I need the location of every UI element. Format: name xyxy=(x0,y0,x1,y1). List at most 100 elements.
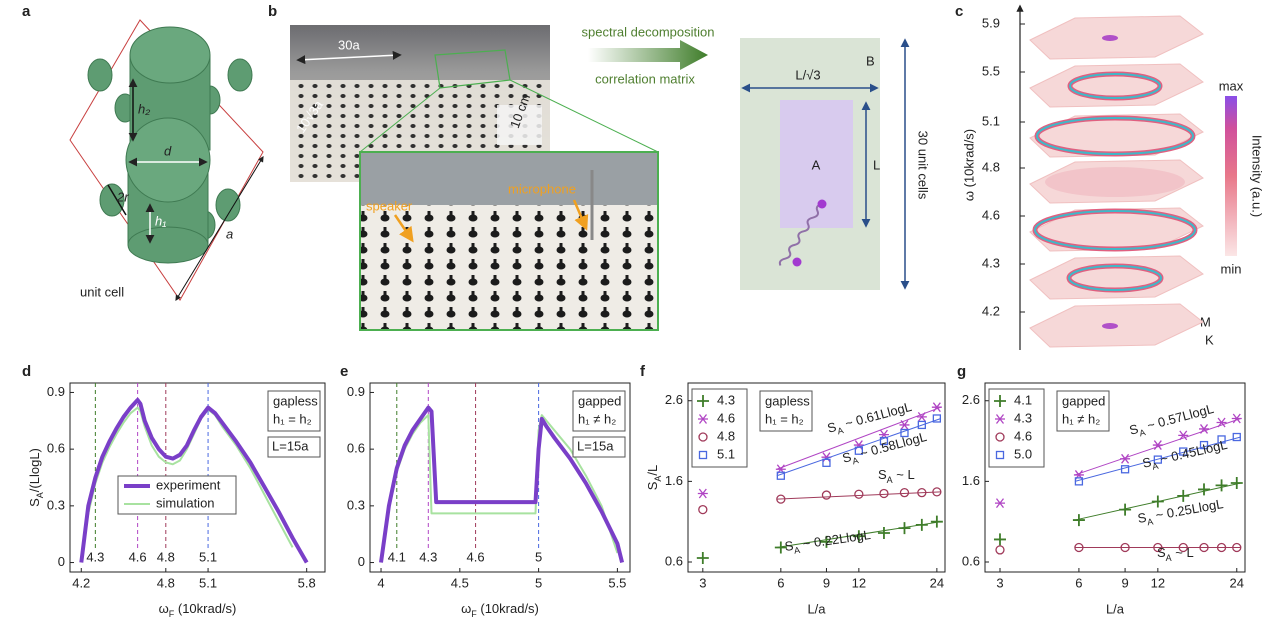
legend-swatch xyxy=(697,395,709,407)
photo-label: speaker xyxy=(366,198,413,213)
point xyxy=(699,506,707,514)
region-label: L/√3 xyxy=(795,67,820,82)
inset-array xyxy=(361,205,657,329)
text-part: ω xyxy=(159,601,169,616)
legend-label: simulation xyxy=(156,495,215,510)
y-tick-label: 0.9 xyxy=(347,384,365,399)
x-tick-label: 3 xyxy=(996,575,1003,590)
y-tick-label: 1.6 xyxy=(665,473,683,488)
annotation: gapless xyxy=(273,393,318,408)
legend-label: 4.1 xyxy=(1014,392,1032,407)
panel-label: b xyxy=(268,3,277,20)
y-tick-label: 0.6 xyxy=(665,553,683,568)
fit-label: SA ~ 0.57LlogL xyxy=(1128,401,1216,441)
peak xyxy=(1102,35,1118,41)
dim-label: a xyxy=(226,226,233,241)
x-tick-label: 5.1 xyxy=(199,575,217,590)
point xyxy=(1217,418,1227,427)
point xyxy=(1232,414,1242,423)
text-part: ~ L xyxy=(893,467,915,482)
legend-label: 4.3 xyxy=(717,392,735,407)
photo-label: microphone xyxy=(508,181,576,196)
panel-a: a h₂ d 2r h₁ a unit cell xyxy=(22,3,263,300)
legend-swatch xyxy=(698,415,708,424)
x-axis-label: ωF (10krad/s) xyxy=(159,601,237,619)
panel-label: f xyxy=(640,363,646,380)
annotation: gapped xyxy=(578,393,621,408)
y-axis-label: SA/(LlogL) xyxy=(27,448,45,507)
y-tick-label: 0.6 xyxy=(347,441,365,456)
point xyxy=(822,491,830,499)
panel-label: a xyxy=(22,3,31,20)
point xyxy=(916,519,928,531)
process-label: correlation matrix xyxy=(595,71,695,86)
x-tick-label: 4.2 xyxy=(72,575,90,590)
x-tick-label: 4.5 xyxy=(451,575,469,590)
text-part: (10krad/s) xyxy=(174,601,236,616)
point xyxy=(1198,483,1210,495)
text-part: /L xyxy=(645,465,660,476)
point xyxy=(1152,496,1164,508)
x-axis-label: L/a xyxy=(1106,601,1125,616)
point xyxy=(931,516,943,528)
panel-label: e xyxy=(340,363,348,380)
peak xyxy=(1102,323,1118,329)
fit-label: SA ~ L xyxy=(878,467,915,485)
fit-label: SA ~ L xyxy=(1157,545,1194,563)
tick-label: 4.3 xyxy=(982,255,1000,270)
panel-c: c ω (10krad/s) max min Intensity (a.u.) … xyxy=(955,3,1265,350)
legend-label: 4.8 xyxy=(717,428,735,443)
x-tick-label: 12 xyxy=(852,575,866,590)
dim-label: d xyxy=(164,143,172,158)
y-tick-label: 0.6 xyxy=(962,553,980,568)
annotation: gapless xyxy=(765,393,810,408)
map-layer xyxy=(1030,64,1203,107)
x-tick-label: 5 xyxy=(535,575,542,590)
legend-label: 4.6 xyxy=(1014,428,1032,443)
legend-swatch xyxy=(699,433,707,441)
annotation: h₁ = h₂ xyxy=(765,411,804,426)
y-tick-label: 0 xyxy=(358,554,365,569)
x-tick-label: 5.8 xyxy=(298,575,316,590)
tick-label: 5.9 xyxy=(982,15,1000,30)
point xyxy=(1120,454,1130,463)
text-part: S xyxy=(1157,545,1166,560)
tick-label: 4.8 xyxy=(982,159,1000,174)
marker-label: 4.3 xyxy=(86,549,104,564)
x-tick-label: 12 xyxy=(1151,575,1165,590)
point xyxy=(880,489,888,497)
marker-label: 5 xyxy=(535,549,542,564)
point xyxy=(878,527,890,539)
y-tick-label: 0.6 xyxy=(47,441,65,456)
text-part: ~ 0.45LlogL xyxy=(1155,437,1228,468)
legend-label: 4.6 xyxy=(717,410,735,425)
tick-label: 5.5 xyxy=(982,63,1000,78)
text-part: /(LlogL) xyxy=(27,448,42,492)
text-part: ~ 0.58LlogL xyxy=(855,429,928,462)
panel-label: c xyxy=(955,3,963,20)
text-part: (10krad/s) xyxy=(477,601,539,616)
annotation: L=15a xyxy=(272,438,309,453)
legend-label: 5.1 xyxy=(717,446,735,461)
figure: a h₂ d 2r h₁ a unit cell b 30a 10√3a xyxy=(0,0,1278,624)
point xyxy=(994,533,1006,545)
point xyxy=(1119,504,1131,516)
fit-label: SA ~ 0.22LlogL xyxy=(784,527,872,557)
x-tick-label: 6 xyxy=(777,575,784,590)
marker-label: 4.3 xyxy=(419,549,437,564)
photo-label: 30a xyxy=(338,37,360,52)
y-tick-label: 0.3 xyxy=(347,497,365,512)
panel-label: g xyxy=(957,363,966,380)
x-tick-label: 4.8 xyxy=(157,575,175,590)
x-axis-label: L/a xyxy=(807,601,826,616)
legend-swatch xyxy=(995,415,1005,424)
panel-label: d xyxy=(22,363,31,380)
colorbar xyxy=(1225,96,1237,256)
glow xyxy=(1045,167,1185,197)
dim-label: h₂ xyxy=(138,101,150,116)
point-label: K xyxy=(1205,332,1214,347)
point xyxy=(698,489,708,498)
tick-label: 4.6 xyxy=(982,207,1000,222)
colorbar-title: Intensity (a.u.) xyxy=(1250,135,1265,217)
process-label: spectral decomposition xyxy=(582,24,715,39)
